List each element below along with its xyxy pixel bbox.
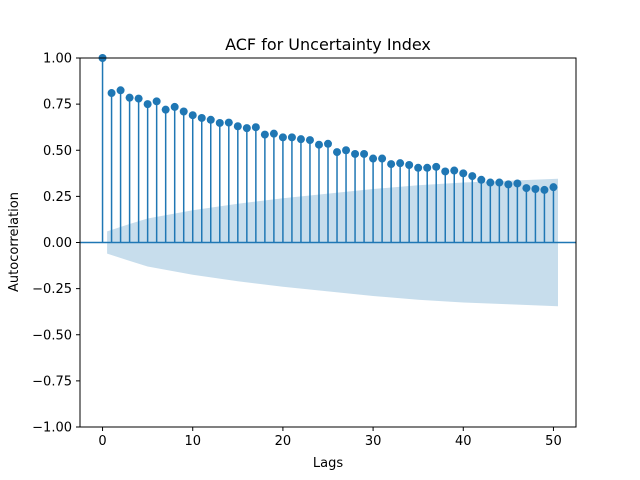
acf-point xyxy=(441,167,450,176)
acf-point xyxy=(513,179,522,188)
acf-point xyxy=(468,172,477,181)
acf-point xyxy=(486,178,495,187)
acf-point xyxy=(242,124,251,133)
y-tick-label: −0.75 xyxy=(32,374,72,389)
x-tick-label: 30 xyxy=(365,434,382,449)
acf-point xyxy=(107,89,116,98)
y-tick-label: 1.00 xyxy=(43,52,72,67)
x-tick-label: 40 xyxy=(455,434,472,449)
acf-point xyxy=(450,166,459,175)
x-tick-label: 10 xyxy=(184,434,201,449)
acf-point xyxy=(360,149,369,158)
y-tick-label: −1.00 xyxy=(32,421,72,436)
acf-point xyxy=(134,94,143,103)
acf-point xyxy=(342,146,351,155)
chart-title: ACF for Uncertainty Index xyxy=(225,35,431,54)
acf-point xyxy=(522,184,531,193)
acf-point xyxy=(260,130,269,139)
y-tick-label: −0.50 xyxy=(32,328,72,343)
acf-point xyxy=(540,185,549,194)
acf-point xyxy=(405,161,414,170)
y-tick-label: 0.25 xyxy=(43,190,72,205)
acf-point xyxy=(278,133,287,142)
acf-point xyxy=(224,118,233,127)
stem-lines xyxy=(101,58,555,243)
acf-point xyxy=(423,163,432,172)
y-tick-label: −0.25 xyxy=(32,282,72,297)
acf-point xyxy=(287,133,296,142)
y-tick-label: 0.50 xyxy=(43,144,72,159)
acf-point xyxy=(387,160,396,169)
acf-point xyxy=(477,175,486,184)
y-tick-label: 0.75 xyxy=(43,98,72,113)
acf-point xyxy=(179,107,188,116)
x-tick-label: 20 xyxy=(275,434,292,449)
acf-point xyxy=(296,135,305,144)
acf-point xyxy=(459,169,468,178)
stem-markers xyxy=(98,54,558,194)
acf-point xyxy=(432,162,441,171)
acf-point xyxy=(143,100,152,109)
acf-point xyxy=(314,140,323,149)
acf-point xyxy=(233,122,242,131)
acf-point xyxy=(161,105,170,114)
y-axis-title: Autocorrelation xyxy=(7,192,22,292)
acf-point xyxy=(251,123,260,132)
acf-point xyxy=(188,111,197,120)
acf-point xyxy=(215,118,224,127)
acf-point xyxy=(170,102,179,111)
acf-point xyxy=(197,113,206,122)
acf-point xyxy=(351,149,360,158)
acf-point xyxy=(116,86,125,95)
acf-point xyxy=(333,148,342,157)
acf-point xyxy=(324,139,332,148)
acf-point xyxy=(125,93,134,102)
acf-point xyxy=(504,180,513,189)
x-axis-title: Lags xyxy=(313,456,343,471)
acf-point xyxy=(531,184,540,193)
acf-point xyxy=(414,163,423,172)
x-tick-label: 50 xyxy=(545,434,562,449)
y-tick-label: 0.00 xyxy=(43,236,72,251)
acf-point xyxy=(378,154,387,163)
acf-point xyxy=(396,159,405,168)
acf-point xyxy=(206,115,215,124)
acf-point xyxy=(305,136,314,145)
plot-area xyxy=(80,54,576,307)
x-tick-label: 0 xyxy=(98,434,106,449)
acf-point xyxy=(495,178,504,187)
acf-point xyxy=(152,97,161,106)
y-axis-ticks: −1.00 −0.75 −0.50 −0.25 0.00 0.25 0.50 0.75 1.00 xyxy=(32,52,80,436)
acf-point xyxy=(369,154,378,163)
acf-point xyxy=(549,183,558,192)
acf-point xyxy=(269,129,278,138)
x-axis-ticks: 0 10 20 30 40 50 xyxy=(98,427,562,449)
